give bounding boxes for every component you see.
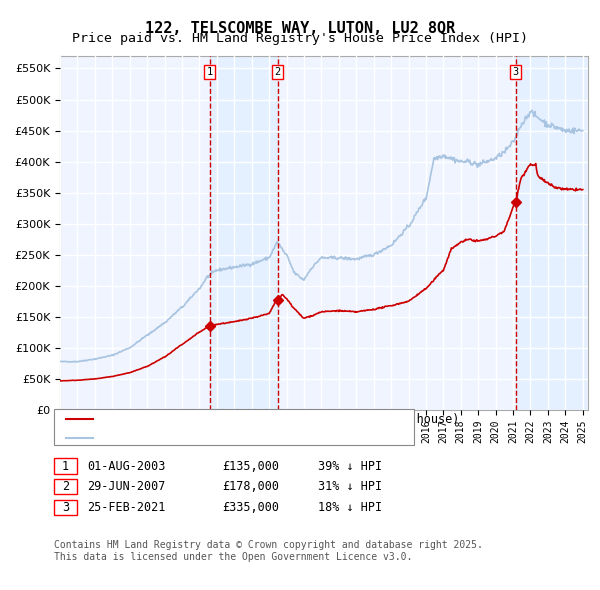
Text: 31% ↓ HPI: 31% ↓ HPI: [318, 480, 382, 493]
Text: HPI: Average price, detached house, Luton: HPI: Average price, detached house, Luto…: [96, 431, 388, 444]
Bar: [515, 56, 586, 410]
Text: 2: 2: [62, 480, 69, 493]
Text: 3: 3: [512, 67, 519, 77]
Text: 1: 1: [62, 460, 69, 473]
Bar: [209, 56, 278, 410]
Text: 29-JUN-2007: 29-JUN-2007: [87, 480, 166, 493]
Text: 3: 3: [62, 501, 69, 514]
Text: £335,000: £335,000: [222, 501, 279, 514]
Text: £135,000: £135,000: [222, 460, 279, 473]
Text: £178,000: £178,000: [222, 480, 279, 493]
Text: 01-AUG-2003: 01-AUG-2003: [87, 460, 166, 473]
Text: Price paid vs. HM Land Registry's House Price Index (HPI): Price paid vs. HM Land Registry's House …: [72, 32, 528, 45]
Text: 1: 1: [206, 67, 212, 77]
Text: 25-FEB-2021: 25-FEB-2021: [87, 501, 166, 514]
Text: 122, TELSCOMBE WAY, LUTON, LU2 8QR (detached house): 122, TELSCOMBE WAY, LUTON, LU2 8QR (deta…: [96, 413, 460, 426]
Text: Contains HM Land Registry data © Crown copyright and database right 2025.
This d: Contains HM Land Registry data © Crown c…: [54, 540, 483, 562]
Text: 122, TELSCOMBE WAY, LUTON, LU2 8QR: 122, TELSCOMBE WAY, LUTON, LU2 8QR: [145, 21, 455, 35]
Text: 2: 2: [275, 67, 281, 77]
Text: 18% ↓ HPI: 18% ↓ HPI: [318, 501, 382, 514]
Text: 39% ↓ HPI: 39% ↓ HPI: [318, 460, 382, 473]
